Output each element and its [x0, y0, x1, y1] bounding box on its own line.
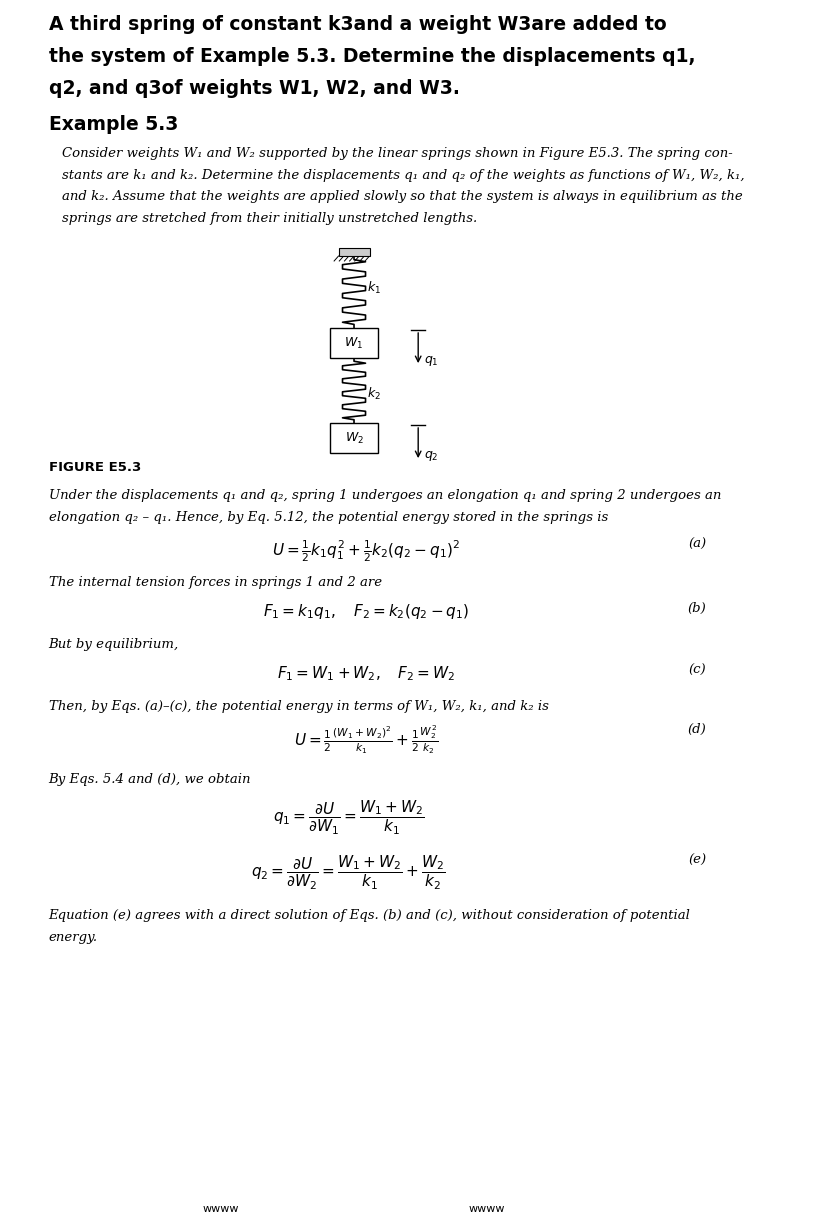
- Text: But by equilibrium,: But by equilibrium,: [49, 638, 179, 651]
- Text: $W_2$: $W_2$: [344, 431, 363, 446]
- Text: $k_1$: $k_1$: [367, 280, 380, 296]
- Text: $F_1 = k_1 q_1, \quad F_2 = k_2(q_2 - q_1)$: $F_1 = k_1 q_1, \quad F_2 = k_2(q_2 - q_…: [263, 602, 469, 621]
- Text: the system of Example 5.3. Determine the displacements q1,: the system of Example 5.3. Determine the…: [49, 47, 695, 66]
- Text: stants are k₁ and k₂. Determine the displacements q₁ and q₂ of the weights as fu: stants are k₁ and k₂. Determine the disp…: [62, 169, 743, 181]
- FancyBboxPatch shape: [329, 328, 378, 357]
- Text: (d): (d): [686, 723, 705, 736]
- Text: Example 5.3: Example 5.3: [49, 115, 178, 133]
- Text: elongation q₂ – q₁. Hence, by Eq. 5.12, the potential energy stored in the sprin: elongation q₂ – q₁. Hence, by Eq. 5.12, …: [49, 510, 607, 524]
- Text: wwww: wwww: [468, 1204, 504, 1214]
- Text: $U = \frac{1}{2}\frac{(W_1 + W_2)^2}{k_1} + \frac{1}{2}\frac{W_2^2}{k_2}$: $U = \frac{1}{2}\frac{(W_1 + W_2)^2}{k_1…: [294, 723, 438, 755]
- Text: Then, by Eqs. (a)–(c), the potential energy in terms of W₁, W₂, k₁, and k₂ is: Then, by Eqs. (a)–(c), the potential ene…: [49, 700, 548, 714]
- FancyBboxPatch shape: [329, 424, 378, 453]
- Text: Consider weights W₁ and W₂ supported by the linear springs shown in Figure E5.3.: Consider weights W₁ and W₂ supported by …: [62, 147, 732, 160]
- FancyBboxPatch shape: [338, 248, 369, 256]
- Text: (c): (c): [688, 663, 705, 677]
- Text: (b): (b): [686, 602, 705, 614]
- Text: $q_1$: $q_1$: [424, 354, 438, 368]
- Text: Equation (e) agrees with a direct solution of Eqs. (b) and (c), without consider: Equation (e) agrees with a direct soluti…: [49, 909, 690, 922]
- Text: wwww: wwww: [203, 1204, 239, 1214]
- Text: q2, and q3of weights W1, W2, and W3.: q2, and q3of weights W1, W2, and W3.: [49, 80, 459, 98]
- Text: $W_1$: $W_1$: [344, 335, 363, 350]
- Text: $q_2 = \dfrac{\partial U}{\partial W_2} = \dfrac{W_1 + W_2}{k_1} + \dfrac{W_2}{k: $q_2 = \dfrac{\partial U}{\partial W_2} …: [251, 854, 446, 892]
- Text: By Eqs. 5.4 and (d), we obtain: By Eqs. 5.4 and (d), we obtain: [49, 774, 251, 786]
- Text: $U = \frac{1}{2}k_1 q_1^2 + \frac{1}{2}k_2(q_2 - q_1)^2$: $U = \frac{1}{2}k_1 q_1^2 + \frac{1}{2}k…: [272, 539, 460, 563]
- Text: Under the displacements q₁ and q₂, spring 1 undergoes an elongation q₁ and sprin: Under the displacements q₁ and q₂, sprin…: [49, 490, 720, 502]
- Text: $F_1 = W_1 + W_2, \quad F_2 = W_2$: $F_1 = W_1 + W_2, \quad F_2 = W_2$: [277, 663, 455, 683]
- Text: energy.: energy.: [49, 930, 98, 944]
- Text: A third spring of constant k3and a weight W3are added to: A third spring of constant k3and a weigh…: [49, 15, 666, 34]
- Text: springs are stretched from their initially unstretched lengths.: springs are stretched from their initial…: [62, 212, 476, 224]
- Text: $q_1 = \dfrac{\partial U}{\partial W_1} = \dfrac{W_1 + W_2}{k_1}$: $q_1 = \dfrac{\partial U}{\partial W_1} …: [272, 799, 424, 837]
- Text: $q_2$: $q_2$: [424, 449, 438, 463]
- Text: (a): (a): [687, 539, 705, 551]
- Text: $k_2$: $k_2$: [367, 386, 380, 401]
- Text: The internal tension forces in springs 1 and 2 are: The internal tension forces in springs 1…: [49, 577, 381, 589]
- Text: and k₂. Assume that the weights are applied slowly so that the system is always : and k₂. Assume that the weights are appl…: [62, 190, 742, 203]
- Text: FIGURE E5.3: FIGURE E5.3: [49, 461, 141, 474]
- Text: (e): (e): [687, 854, 705, 867]
